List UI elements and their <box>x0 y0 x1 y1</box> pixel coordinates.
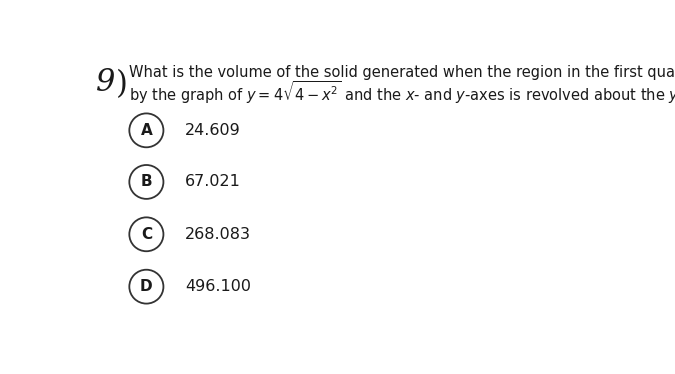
Text: C: C <box>141 227 152 242</box>
Text: A: A <box>140 123 153 138</box>
Text: D: D <box>140 279 153 294</box>
Text: by the graph of $y = 4\sqrt{4 - x^2}$ and the $x$- and $y$-axes is revolved abou: by the graph of $y = 4\sqrt{4 - x^2}$ an… <box>130 79 675 105</box>
Text: 496.100: 496.100 <box>185 279 251 294</box>
Text: What is the volume of the solid generated when the region in the first quadrant : What is the volume of the solid generate… <box>130 65 675 80</box>
Text: 9: 9 <box>97 67 116 98</box>
Text: 24.609: 24.609 <box>185 123 241 138</box>
Text: B: B <box>140 174 152 190</box>
Text: 67.021: 67.021 <box>185 174 241 190</box>
Text: ): ) <box>115 69 128 100</box>
Text: 268.083: 268.083 <box>185 227 251 242</box>
